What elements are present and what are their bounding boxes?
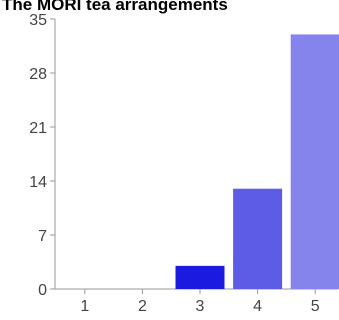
y-tick-label: 35 bbox=[29, 12, 47, 29]
x-tick-label: 3 bbox=[196, 298, 205, 315]
y-tick-label: 7 bbox=[38, 228, 47, 245]
y-tick-label: 0 bbox=[38, 282, 47, 299]
x-tick-label: 1 bbox=[80, 298, 89, 315]
x-tick-label: 4 bbox=[253, 298, 262, 315]
x-tick-label: 2 bbox=[138, 298, 147, 315]
bar-3 bbox=[175, 265, 225, 289]
y-tick-label: 14 bbox=[29, 174, 47, 191]
x-tick-label: 5 bbox=[311, 298, 320, 315]
y-tick-labels: 0 7 14 21 28 35 bbox=[29, 12, 47, 299]
bar-4 bbox=[233, 188, 283, 289]
y-tick-label: 21 bbox=[29, 120, 47, 137]
chart-title: The MORI tea arrangements bbox=[2, 0, 228, 14]
bars bbox=[175, 34, 339, 289]
bar-5 bbox=[290, 34, 339, 289]
x-tick-labels: 1 2 3 4 5 bbox=[80, 298, 319, 315]
y-tick-label: 28 bbox=[29, 66, 47, 83]
